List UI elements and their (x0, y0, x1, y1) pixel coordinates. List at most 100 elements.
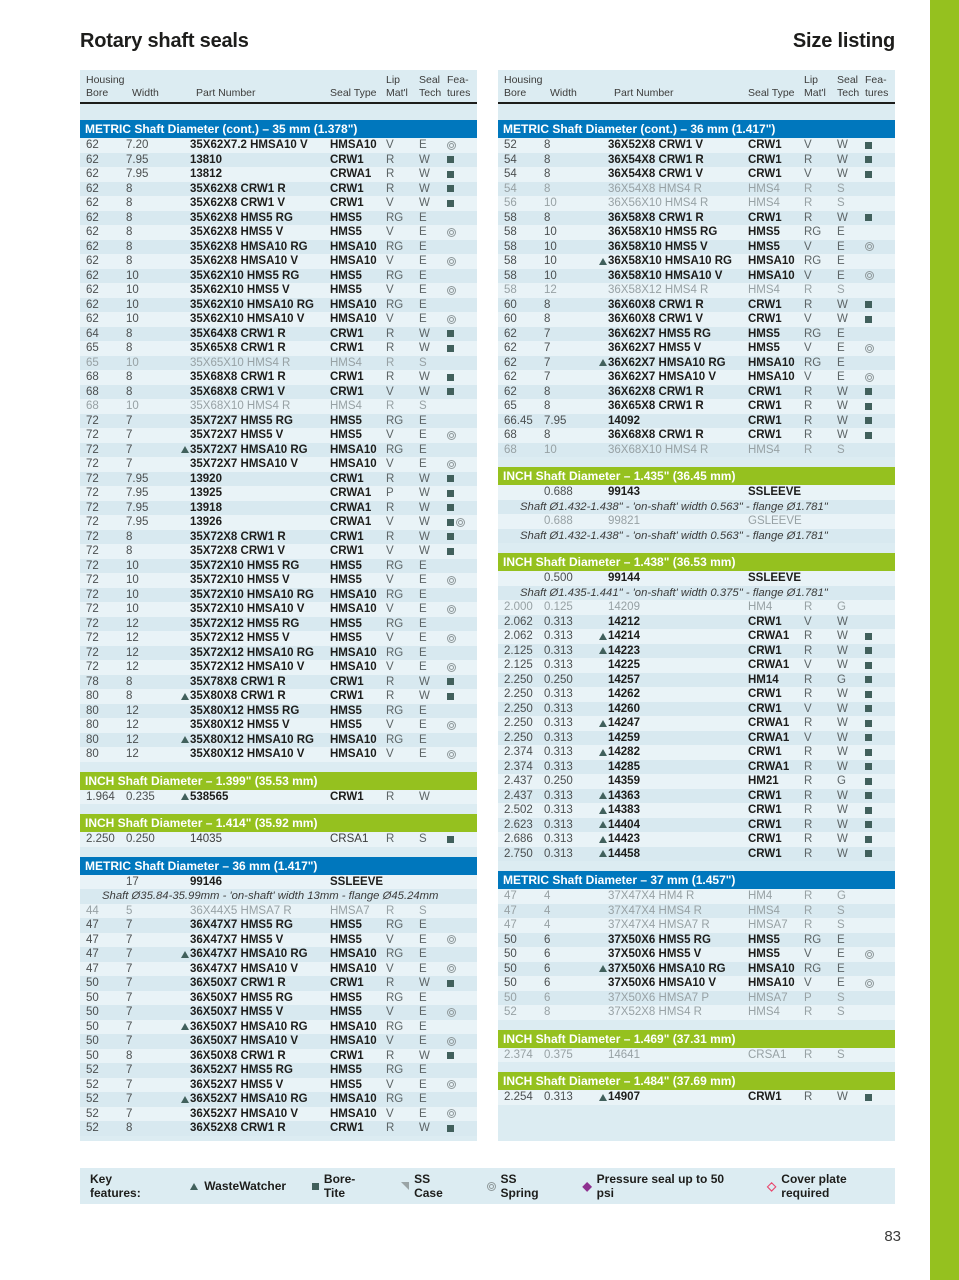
seal-type-cell: HMSA10 (330, 733, 377, 746)
metric-section-header: METRIC Shaft Diameter (cont.) – 36 mm (1… (498, 120, 895, 138)
seal-type-cell: HMS5 (748, 327, 780, 340)
bore-cell: 72 (86, 443, 99, 456)
seal-tech-cell: W (419, 342, 430, 355)
bore-tite-icon (447, 692, 454, 700)
ss-spring-icon (447, 285, 456, 295)
part-cell: 37X47X4 HMSA7 R (608, 919, 710, 932)
part-cell: 35X80X12 HMS5 RG (190, 704, 300, 717)
part-number-header: Part Number (196, 86, 256, 99)
part-cell: 36X58X10 HMSA10 V (608, 269, 723, 282)
marker-cell (178, 1095, 190, 1103)
seal-tech-cell: W (837, 702, 848, 715)
seal-tech-cell: E (419, 919, 427, 932)
part-cell: 35X72X12 HMS5 RG (190, 617, 300, 630)
seal-tech-cell: E (419, 748, 427, 761)
seal-type-cell: HMS5 (330, 719, 362, 732)
note-row: Shaft Ø1.432-1.438" - 'on-shaft' width 0… (498, 499, 895, 514)
part-cell: 14359 (608, 775, 640, 788)
wastewatcher-icon (599, 806, 607, 814)
features-cell (447, 935, 477, 945)
width-cell: 7 (126, 1078, 133, 1091)
part-cell: 36X47X7 HMSA10 V (190, 962, 299, 975)
width-cell: 8 (544, 182, 551, 195)
seal-tech-cell: E (837, 356, 845, 369)
table-row: 72 12 35X72X12 HMSA10 RG HMSA10 RG E (80, 645, 477, 660)
table-row: 47 7 36X47X7 HMSA10 V HMSA10 V E (80, 961, 477, 976)
table-row: 2.062 0.313 14212 CRW1 V W (498, 614, 895, 629)
width-cell: 10 (544, 269, 557, 282)
table-row: 56 10 36X56X10 HMS4 R HMS4 R S (498, 196, 895, 211)
bore-cell: 72 (86, 603, 99, 616)
width-cell: 8 (126, 1122, 133, 1135)
seal-type-cell: HMSA10 (748, 255, 795, 268)
table-row: 72 7 35X72X7 HMSA10 RG HMSA10 RG E (80, 442, 477, 457)
part-cell: 35X68X10 HMS4 R (190, 400, 291, 413)
ss-spring-icon (447, 430, 456, 440)
features-cell (447, 344, 477, 352)
table-row: 47 7 36X47X7 HMS5 RG HMS5 RG E (80, 918, 477, 933)
bore-tite-icon (447, 170, 454, 178)
features-cell (865, 719, 895, 727)
part-cell: 36X50X7 HMSA10 RG (190, 1020, 308, 1033)
wastewatcher-icon (599, 359, 607, 367)
bore-cell: 44 (86, 904, 99, 917)
seal-tech-cell: S (837, 1048, 845, 1061)
bore-cell: 50 (86, 1035, 99, 1048)
seal-type-cell: HMSA10 (330, 948, 377, 961)
seal-type-cell: CRW1 (748, 385, 782, 398)
bore-tite-icon (447, 373, 454, 381)
part-cell: 35X72X12 HMS5 V (190, 632, 290, 645)
bore-cell: 47 (504, 919, 517, 932)
width-cell: 0.688 (544, 486, 573, 499)
features-cell (865, 647, 895, 655)
table-row: 62 8 35X62X8 CRW1 R CRW1 R W (80, 181, 477, 196)
bore-cell: 2.125 (504, 659, 533, 672)
seal-type-cell: HMS5 (330, 429, 362, 442)
width-cell: 12 (126, 617, 139, 630)
seal-tech-cell: W (837, 688, 848, 701)
marker-cell (596, 632, 608, 640)
seal-tech-cell: W (419, 545, 430, 558)
lip-material-cell: V (386, 632, 394, 645)
seal-type-cell: HM14 (748, 673, 779, 686)
lip-material-cell: RG (386, 1020, 404, 1033)
bore-tite-icon (447, 330, 454, 338)
bore-cell: 72 (86, 487, 99, 500)
spring-icon (486, 1181, 496, 1191)
legend-item-wastewatcher: WasteWatcher (190, 1179, 286, 1193)
ss-spring-icon (865, 978, 874, 988)
features-cell (865, 763, 895, 771)
seal-tech-cell: W (837, 414, 848, 427)
width-cell: 0.313 (544, 804, 573, 817)
part-cell: 35X68X8 CRW1 V (190, 385, 286, 398)
seal-tech-cell: E (837, 255, 845, 268)
part-cell: 36X62X7 HMSA10 V (608, 371, 717, 384)
lip-material-cell: V (386, 139, 394, 152)
ss-spring-icon (447, 935, 456, 945)
part-cell: 36X50X7 HMSA10 V (190, 1035, 299, 1048)
width-cell: 0.313 (544, 746, 573, 759)
inch-section: INCH Shaft Diameter – 1.484" (37.69 mm) 2… (498, 1072, 895, 1105)
width-cell: 8 (544, 168, 551, 181)
table-row: 62 7 36X62X7 HMS5 V HMS5 V E (498, 341, 895, 356)
part-cell: 37X50X6 HMSA10 V (608, 977, 717, 990)
lip-material-cell: R (386, 153, 395, 166)
bore-cell: 50 (504, 962, 517, 975)
wastewatcher-icon (599, 257, 607, 265)
bore-cell: 52 (86, 1093, 99, 1106)
width-cell: 7.95 (126, 501, 149, 514)
seal-tech-cell: E (419, 1107, 427, 1120)
part-cell: 35X62X8 HMS5 RG (190, 211, 293, 224)
wastewatcher-icon (599, 719, 607, 727)
seal-type-cell: SSLEEVE (748, 486, 802, 499)
seal-type-cell: CRW1 (748, 688, 782, 701)
bore-tite-icon (447, 504, 454, 512)
ss-spring-icon (447, 140, 456, 150)
table-row: 2.250 0.313 14247 CRWA1 R W (498, 716, 895, 731)
lip-material-cell: P (386, 487, 394, 500)
bore-cell: 62 (86, 298, 99, 311)
lip-material-cell: R (804, 919, 813, 932)
bore-tite-icon (865, 690, 872, 698)
seal-type-cell: CRW1 (748, 298, 782, 311)
bore-cell: 2.502 (504, 804, 533, 817)
